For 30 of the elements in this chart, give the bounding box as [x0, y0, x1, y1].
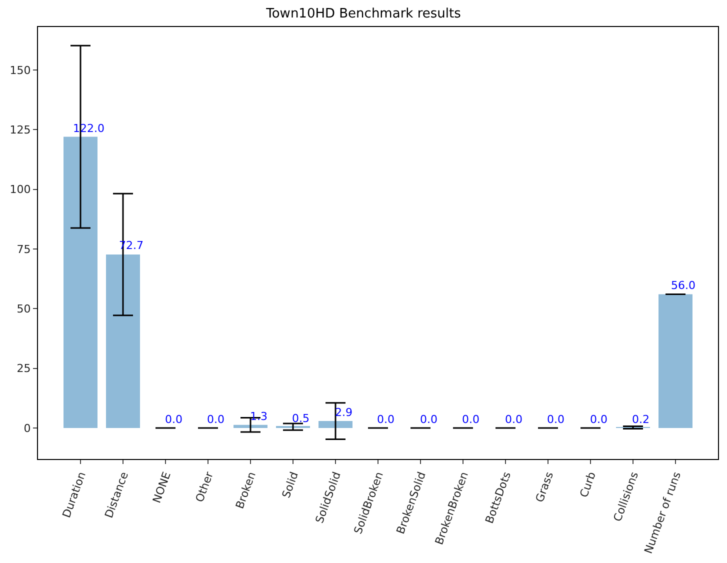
data-label: 0.0	[207, 413, 224, 426]
data-label: 0.2	[632, 413, 650, 426]
y-tick-label: 150	[10, 64, 31, 77]
y-tick-label: 100	[10, 183, 31, 196]
data-label: 0.0	[377, 413, 394, 426]
data-label: 0.0	[462, 413, 480, 426]
x-tick-label: Curb	[577, 470, 598, 500]
y-tick-label: 0	[24, 422, 31, 435]
bar	[64, 136, 98, 428]
x-tick-label: Grass	[533, 470, 556, 504]
data-label: 0.0	[165, 413, 182, 426]
data-label: 0.0	[590, 413, 608, 426]
bar	[658, 294, 692, 428]
data-label: 1.3	[250, 410, 268, 423]
bar	[234, 424, 268, 428]
data-label: 0.0	[505, 413, 522, 426]
y-tick-label: 25	[16, 362, 31, 376]
data-label: 0.0	[547, 413, 564, 426]
y-tick-label: 50	[16, 302, 31, 316]
x-tick-label: Solid	[280, 470, 301, 500]
x-tick-label: NONE	[150, 470, 174, 505]
chart-title: Town10HD Benchmark results	[265, 6, 462, 22]
x-tick-label: Other	[193, 470, 216, 504]
bar	[106, 254, 140, 428]
data-label: 0.0	[420, 413, 438, 426]
y-tick-label: 75	[16, 242, 31, 256]
data-label: 56.0	[671, 279, 696, 292]
data-label: 0.5	[292, 412, 310, 425]
y-tick-label: 125	[10, 123, 31, 136]
bar	[318, 421, 352, 428]
